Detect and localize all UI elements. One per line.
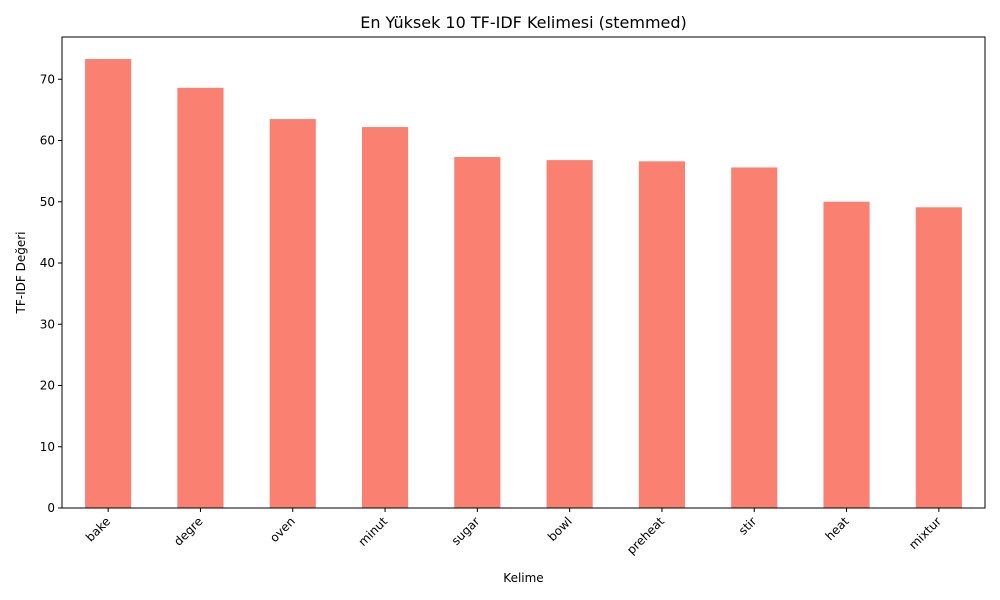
x-tick-label: stir [736,514,760,538]
bar-mixtur [915,207,962,508]
y-tick-label: 40 [40,256,55,270]
x-tick-label: bake [83,514,113,544]
y-tick-label: 0 [47,501,55,515]
x-tick-label: heat [823,514,852,543]
x-tick-label: degre [171,514,205,548]
bar-oven [269,119,316,508]
x-tick-label: oven [267,514,298,545]
bar-minut [361,127,409,508]
x-axis-title: Kelime [503,571,543,585]
y-axis-title: TF-IDF Değeri [14,232,28,315]
y-axis: 0 10 20 30 40 50 60 70 [40,72,62,515]
y-tick-label: 70 [40,72,55,86]
x-axis: bake degre oven minut sugar bowl preheat stir he… [83,508,944,557]
bar-bowl [546,160,593,509]
x-tick-label: bowl [545,514,575,544]
y-tick-label: 30 [40,317,55,331]
y-tick-label: 10 [40,440,55,454]
bar-preheat [638,161,686,508]
bars-layer [85,59,962,509]
bar-sugar [454,157,501,509]
x-tick-label: sugar [449,514,483,548]
chart-title: En Yüksek 10 TF-IDF Kelimesi (stemmed) [360,13,687,32]
bar-stir [731,167,778,508]
x-tick-label: mixtur [906,514,944,552]
bar-heat [823,201,870,508]
x-tick-label: preheat [624,514,667,557]
bar-bake [85,59,132,509]
y-tick-label: 50 [40,195,55,209]
bar-degre [177,87,224,508]
plot-frame [61,36,986,509]
x-tick-label: minut [356,514,391,549]
y-tick-label: 20 [40,379,55,393]
y-tick-label: 60 [40,134,55,148]
